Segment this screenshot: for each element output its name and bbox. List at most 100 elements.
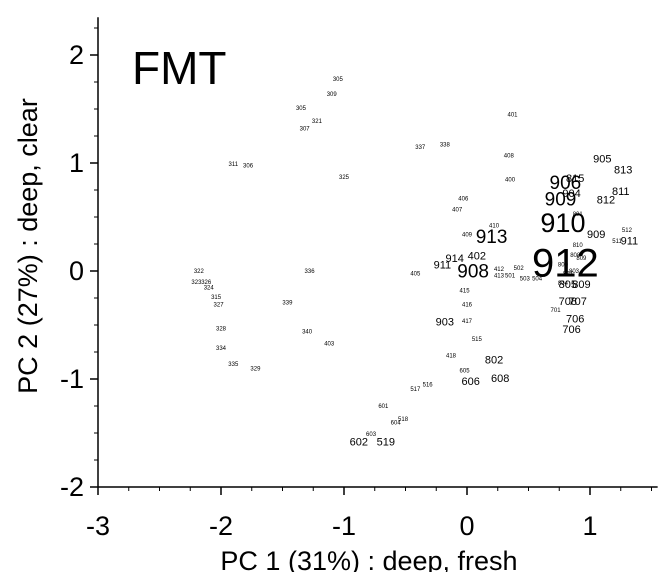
scatter-point-label: 805 bbox=[559, 279, 577, 291]
y-ticks: -2 -1 0 1 2 bbox=[60, 27, 98, 502]
scatter-point-label: 603 bbox=[366, 432, 377, 438]
scatter-point-label: 322 bbox=[194, 269, 205, 275]
scatter-point-label: 604 bbox=[391, 420, 402, 426]
scatter-point-label: 334 bbox=[216, 346, 227, 352]
scatter-point-label: 800 bbox=[558, 263, 569, 269]
scatter-point-label: 815 bbox=[566, 173, 584, 185]
scatter-point-label: 502 bbox=[514, 266, 525, 272]
scatter-point-label: 516 bbox=[423, 383, 434, 389]
scatter-point-label: 807 bbox=[563, 271, 574, 277]
scatter-point-label: 305 bbox=[333, 77, 344, 83]
scatter-point-label: 912 bbox=[532, 241, 599, 285]
scatter-point-label: 323 bbox=[191, 280, 202, 286]
scatter-point-label: 306 bbox=[243, 163, 254, 169]
scatter-point-label: 413 bbox=[494, 273, 505, 279]
scatter-point-label: 605 bbox=[460, 368, 471, 374]
scatter-point-label: 904 bbox=[562, 188, 580, 200]
scatter-point-label: 519 bbox=[377, 436, 395, 448]
scatter-point-label: 417 bbox=[462, 319, 473, 325]
scatter-point-label: 512 bbox=[622, 228, 633, 234]
scatter-point-label: 307 bbox=[300, 127, 311, 133]
y-tick-label: 0 bbox=[69, 256, 84, 286]
scatter-point-label: 315 bbox=[211, 295, 222, 301]
scatter-point-label: 911 bbox=[434, 259, 452, 271]
scatter-point-label: 810 bbox=[573, 243, 584, 249]
scatter-point-label: 803 bbox=[569, 269, 580, 275]
scatter-point-label: 400 bbox=[505, 177, 516, 183]
scatter-point-label: 321 bbox=[312, 119, 323, 125]
scatter-point-label: 801 bbox=[573, 212, 584, 218]
scatter-point-label: 311 bbox=[229, 162, 239, 168]
scatter-point-label: 327 bbox=[214, 303, 225, 309]
x-tick-label: 0 bbox=[459, 511, 474, 541]
scatter-point-label: 329 bbox=[250, 366, 261, 372]
scatter-point-label: 309 bbox=[327, 92, 338, 98]
scatter-point-label: 335 bbox=[228, 362, 239, 368]
scatter-point-label: 518 bbox=[398, 417, 409, 423]
scatter-point-label: 808 bbox=[570, 253, 581, 259]
scatter-point-label: 504 bbox=[532, 277, 543, 283]
x-tick-label: -2 bbox=[209, 511, 233, 541]
x-ticks: -3 -2 -1 0 1 bbox=[86, 487, 652, 541]
scatter-point-label: 905 bbox=[593, 154, 611, 166]
scatter-point-label: 908 bbox=[457, 262, 489, 283]
scatter-point-label: 401 bbox=[508, 113, 519, 119]
scatter-point-label: 914 bbox=[446, 253, 464, 265]
scatter-point-label: 339 bbox=[282, 300, 293, 306]
scatter-point-label: 909 bbox=[545, 189, 577, 210]
scatter-point-label: 903 bbox=[436, 317, 454, 329]
scatter-point-label: 913 bbox=[476, 227, 508, 248]
scatter-point-label: 415 bbox=[460, 289, 471, 295]
scatter-point-label: 416 bbox=[462, 303, 473, 309]
scatter-point-label: 906 bbox=[550, 173, 582, 194]
scatter-point-label: 606 bbox=[462, 376, 480, 388]
scatter-point-label: 813 bbox=[614, 164, 632, 176]
scatter-point-label: 909 bbox=[587, 229, 605, 241]
scatter-point-label: 503 bbox=[520, 277, 531, 283]
scatter-point-label: 405 bbox=[410, 271, 421, 277]
scatter-point-label: 410 bbox=[489, 224, 500, 230]
scatter-point-label: 326 bbox=[201, 280, 212, 286]
x-axis-label: PC 1 (31%) : deep, fresh bbox=[220, 546, 517, 572]
scatter-point-label: 418 bbox=[446, 353, 457, 359]
scatter-point-label: 324 bbox=[204, 285, 215, 291]
scatter-point-label: 305 bbox=[296, 106, 307, 112]
y-tick-label: 2 bbox=[69, 40, 84, 70]
scatter-point-label: 403 bbox=[324, 341, 335, 347]
scatter-point-label: 406 bbox=[458, 197, 469, 203]
scatter-point-label: 325 bbox=[339, 175, 350, 181]
scatter-point-label: 811 bbox=[612, 186, 630, 198]
scatter-point-label: 812 bbox=[597, 195, 615, 207]
axes: -3 -2 -1 0 1 -2 -1 0 1 2 bbox=[60, 17, 658, 541]
scatter-point-label: 802 bbox=[485, 354, 503, 366]
x-tick-label: 1 bbox=[582, 511, 597, 541]
scatter-point-label: 402 bbox=[468, 251, 486, 263]
x-tick-label: -1 bbox=[332, 511, 356, 541]
scatter-point-label: 408 bbox=[504, 154, 515, 160]
scatter-point-label: 340 bbox=[302, 330, 313, 336]
y-tick-label: -1 bbox=[60, 364, 84, 394]
scatter-point-label: 706 bbox=[566, 313, 584, 325]
scatter-point-label: 412 bbox=[494, 267, 505, 273]
scatter-point-label: 809 bbox=[576, 256, 587, 262]
y-axis-label: PC 2 (27%) : deep, clear bbox=[13, 98, 43, 394]
scatter-point-label: 336 bbox=[305, 269, 316, 275]
scatter-point-label: 409 bbox=[462, 232, 473, 238]
x-tick-label: -3 bbox=[86, 511, 110, 541]
scatter-point-label: 910 bbox=[540, 208, 585, 238]
scatter-point-label: 517 bbox=[410, 387, 421, 393]
scatter-point-label: 407 bbox=[452, 208, 463, 214]
scatter-point-label: 337 bbox=[415, 145, 426, 151]
scatter-point-label: 911 bbox=[621, 236, 639, 248]
scatter-point-label: 515 bbox=[472, 337, 483, 343]
scatter-point-label: 707 bbox=[569, 296, 587, 308]
scatter-point-label: 511 bbox=[612, 239, 622, 245]
scatter-point-label: 701 bbox=[551, 308, 562, 314]
scatter-point-label: 601 bbox=[378, 404, 389, 410]
scatter-point-label: 501 bbox=[505, 273, 516, 279]
scatter-point-label: 809 bbox=[572, 279, 590, 291]
scatter-point-label: 338 bbox=[440, 143, 451, 149]
y-tick-label: 1 bbox=[69, 148, 84, 178]
